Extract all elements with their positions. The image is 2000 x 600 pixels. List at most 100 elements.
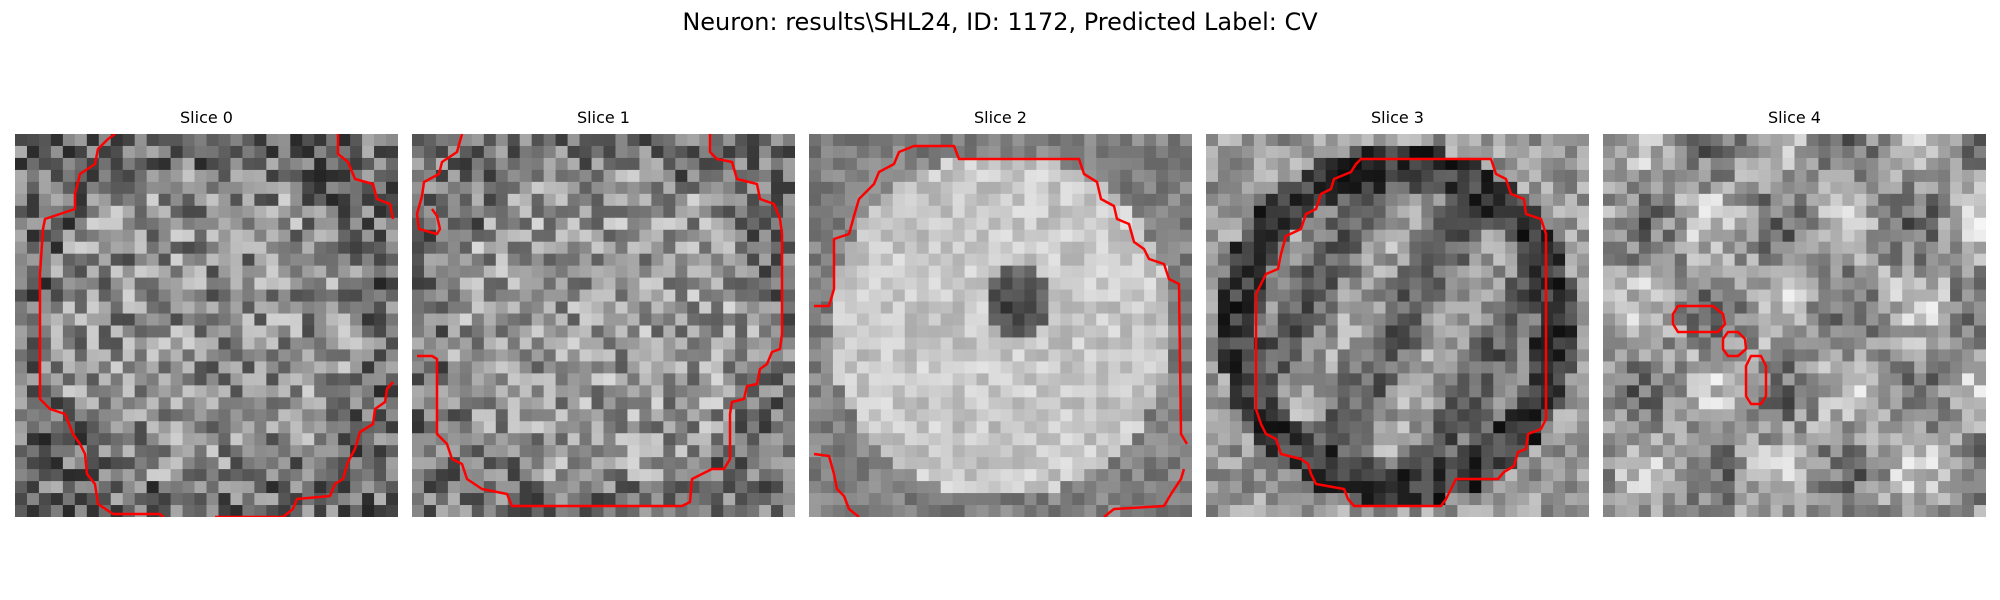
pixel: [50, 253, 64, 267]
pixel: [1301, 481, 1315, 494]
pixel: [423, 217, 437, 231]
pixel: [447, 361, 461, 374]
pixel: [1445, 421, 1458, 434]
pixel: [880, 409, 894, 422]
pixel: [964, 169, 978, 183]
pixel: [1662, 337, 1676, 351]
pixel: [38, 134, 52, 147]
pixel: [531, 229, 545, 243]
pixel: [447, 397, 461, 410]
pixel: [74, 229, 88, 243]
pixel: [543, 277, 557, 291]
pixel: [1603, 193, 1616, 207]
pixel: [242, 277, 255, 291]
pixel: [1854, 229, 1867, 243]
pixel: [74, 349, 88, 363]
pixel: [158, 349, 172, 363]
pixel: [1830, 373, 1843, 386]
pixel: [1469, 277, 1482, 291]
pixel: [519, 217, 533, 231]
pixel: [62, 325, 76, 339]
pixel: [146, 385, 160, 398]
pixel: [699, 373, 712, 386]
pixel: [1902, 169, 1915, 183]
pixel: [892, 421, 906, 434]
pixel: [783, 433, 795, 446]
pixel: [856, 373, 870, 386]
pixel: [519, 457, 533, 470]
pixel: [663, 421, 676, 434]
pixel: [1541, 253, 1554, 267]
pixel: [1409, 361, 1423, 374]
pixel: [206, 217, 220, 231]
pixel: [531, 457, 545, 470]
pixel: [1614, 397, 1628, 410]
pixel: [326, 505, 339, 517]
pixel: [1794, 277, 1808, 291]
pixel: [928, 445, 942, 458]
pixel: [759, 433, 772, 446]
pixel: [940, 325, 954, 339]
pixel: [1758, 169, 1772, 183]
pixel: [1902, 289, 1915, 303]
pixel: [1770, 409, 1784, 422]
pixel: [242, 265, 255, 279]
pixel: [459, 217, 473, 231]
pixel: [338, 385, 351, 398]
pixel: [1902, 193, 1915, 207]
pixel: [1553, 397, 1566, 410]
pixel: [1746, 169, 1760, 183]
pixel: [579, 193, 593, 207]
pixel: [1974, 169, 1986, 183]
pixel: [1818, 277, 1832, 291]
pixel: [435, 301, 449, 315]
pixel: [1421, 469, 1435, 482]
pixel: [206, 193, 220, 207]
pixel: [964, 445, 978, 458]
pixel: [844, 241, 858, 255]
pixel: [747, 445, 760, 458]
pixel: [98, 361, 112, 374]
pixel: [687, 337, 700, 351]
pixel: [1253, 493, 1267, 506]
pixel: [1830, 445, 1843, 458]
pixel: [374, 313, 387, 327]
pixel: [98, 229, 112, 243]
roi-contour: [38, 134, 165, 517]
pixel: [844, 421, 858, 434]
pixel: [218, 337, 232, 351]
pixel: [15, 253, 28, 267]
pixel: [1409, 301, 1423, 315]
pixel: [1830, 409, 1843, 422]
pixel: [832, 253, 846, 267]
pixel: [1361, 229, 1375, 243]
pixel: [134, 313, 148, 327]
pixel: [218, 313, 232, 327]
pixel: [266, 481, 279, 494]
pixel: [326, 253, 339, 267]
pixel: [1577, 277, 1589, 291]
pixel: [302, 313, 315, 327]
pixel: [940, 421, 954, 434]
pixel: [50, 277, 64, 291]
pixel: [1084, 409, 1097, 422]
pixel: [1505, 313, 1518, 327]
pixel: [820, 433, 834, 446]
pixel: [1650, 134, 1664, 147]
pixel: [507, 409, 521, 422]
pixel: [651, 313, 664, 327]
pixel: [1277, 169, 1291, 183]
pixel: [1626, 325, 1640, 339]
pixel: [302, 361, 315, 374]
pixel: [266, 229, 279, 243]
pixel: [98, 277, 112, 291]
pixel: [38, 169, 52, 183]
pixel: [555, 193, 569, 207]
pixel: [1662, 241, 1676, 255]
pixel: [1505, 505, 1518, 517]
pixel: [182, 301, 196, 315]
pixel: [868, 277, 882, 291]
pixel: [254, 409, 267, 422]
pixel: [1674, 277, 1688, 291]
pixel: [1120, 409, 1133, 422]
